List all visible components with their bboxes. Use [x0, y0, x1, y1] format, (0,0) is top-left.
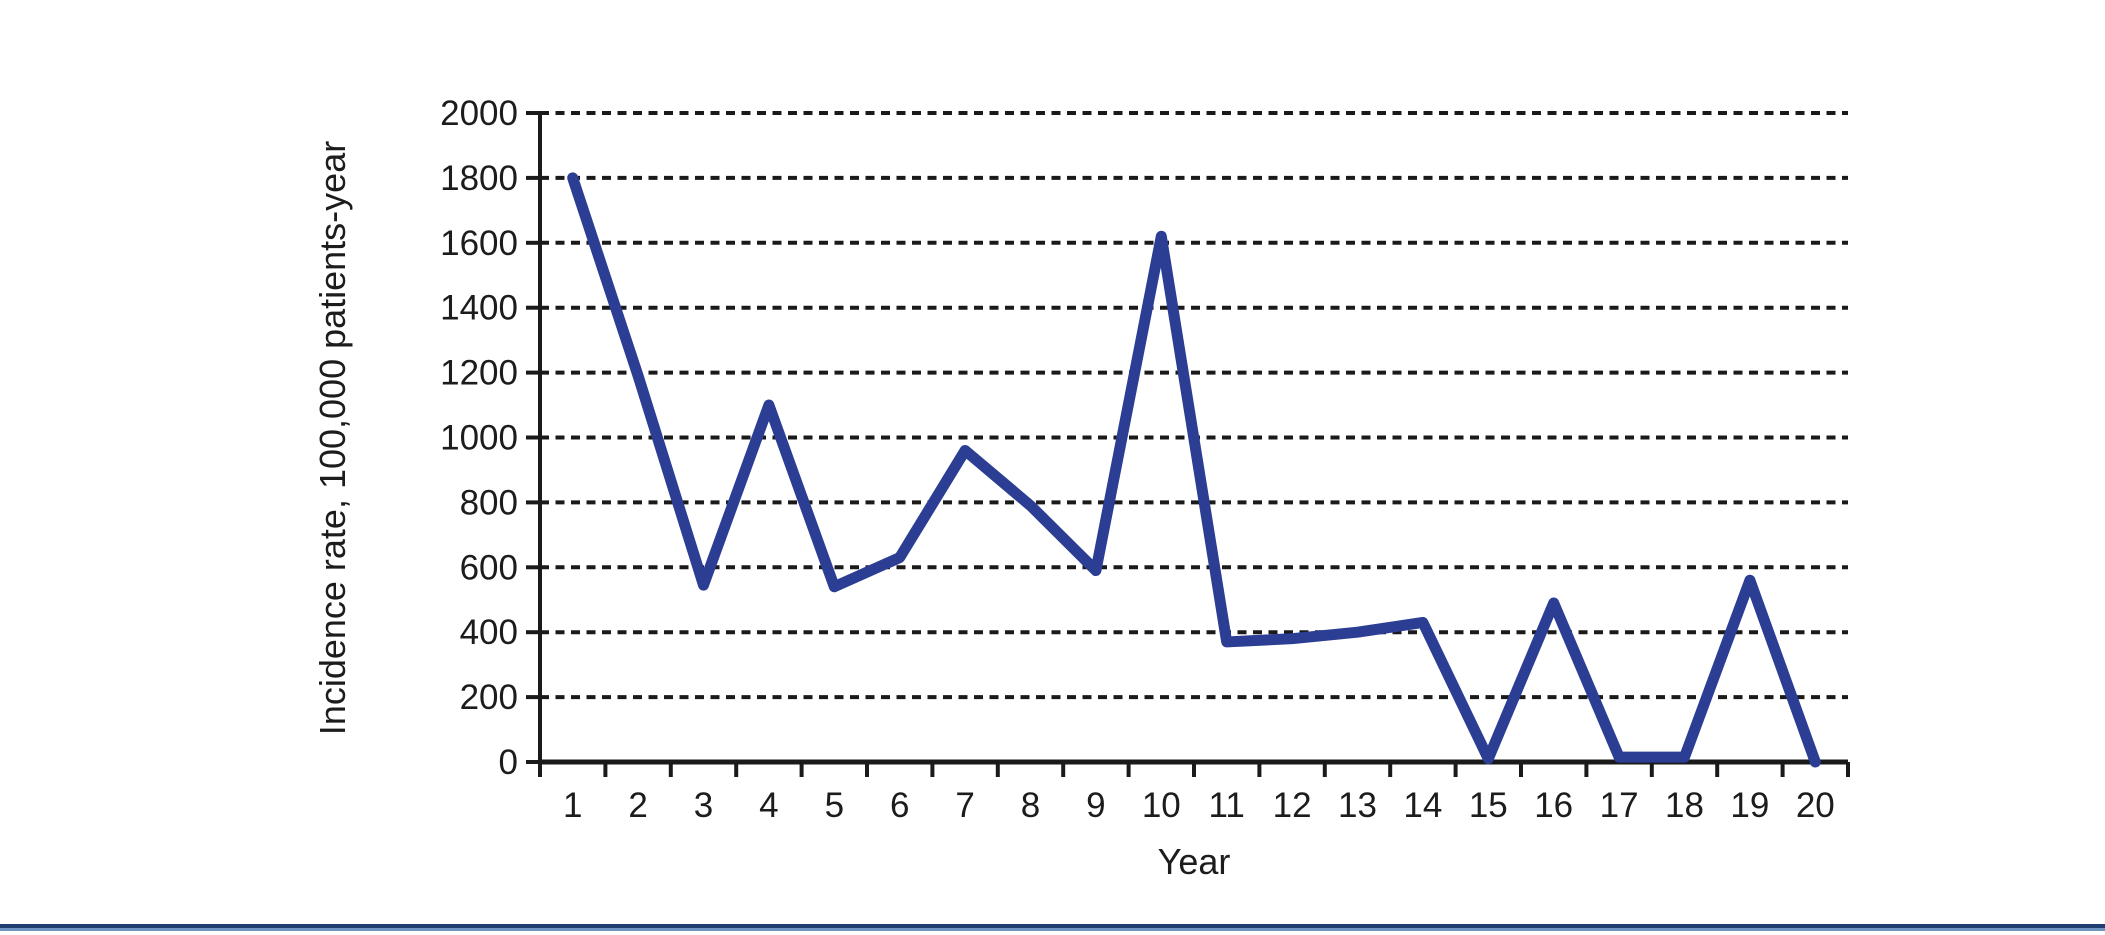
y-tick-label: 800 [460, 483, 518, 522]
x-tick-label: 17 [1600, 786, 1639, 825]
x-tick-label: 14 [1403, 786, 1442, 825]
x-tick-label: 20 [1796, 786, 1835, 825]
y-tick-label: 0 [499, 743, 518, 782]
x-tick-label: 4 [759, 786, 778, 825]
y-tick-label: 1400 [440, 289, 518, 328]
y-axis-title: Incidence rate, 100,000 patients-year [312, 141, 353, 735]
footer-rule [0, 924, 2105, 931]
x-tick-label: 1 [563, 786, 582, 825]
x-tick-label: 18 [1665, 786, 1704, 825]
x-tick-label: 13 [1338, 786, 1377, 825]
incidence-line [567, 172, 1821, 768]
x-tick-label: 3 [694, 786, 713, 825]
y-tick-label: 1000 [440, 419, 518, 458]
x-tick-label: 12 [1273, 786, 1312, 825]
y-tick-label: 1600 [440, 224, 518, 263]
y-tick-label: 1200 [440, 354, 518, 393]
x-tick-label: 15 [1469, 786, 1508, 825]
x-tick-label: 10 [1142, 786, 1181, 825]
x-tick-label: 6 [890, 786, 909, 825]
x-tick-label: 8 [1021, 786, 1040, 825]
y-tick-label: 600 [460, 548, 518, 587]
x-tick-label: 7 [955, 786, 974, 825]
y-tick-label: 400 [460, 613, 518, 652]
y-tick-label: 200 [460, 678, 518, 717]
x-tick-label: 9 [1086, 786, 1105, 825]
y-tick-label: 1800 [440, 159, 518, 198]
x-axis-title: Year [1158, 841, 1231, 882]
x-tick-label: 2 [628, 786, 647, 825]
x-tick-label: 11 [1209, 786, 1245, 825]
y-tick-label: 2000 [440, 94, 518, 133]
x-tick-label: 5 [825, 786, 844, 825]
x-tick-label: 19 [1730, 786, 1769, 825]
x-tick-label: 16 [1534, 786, 1573, 825]
